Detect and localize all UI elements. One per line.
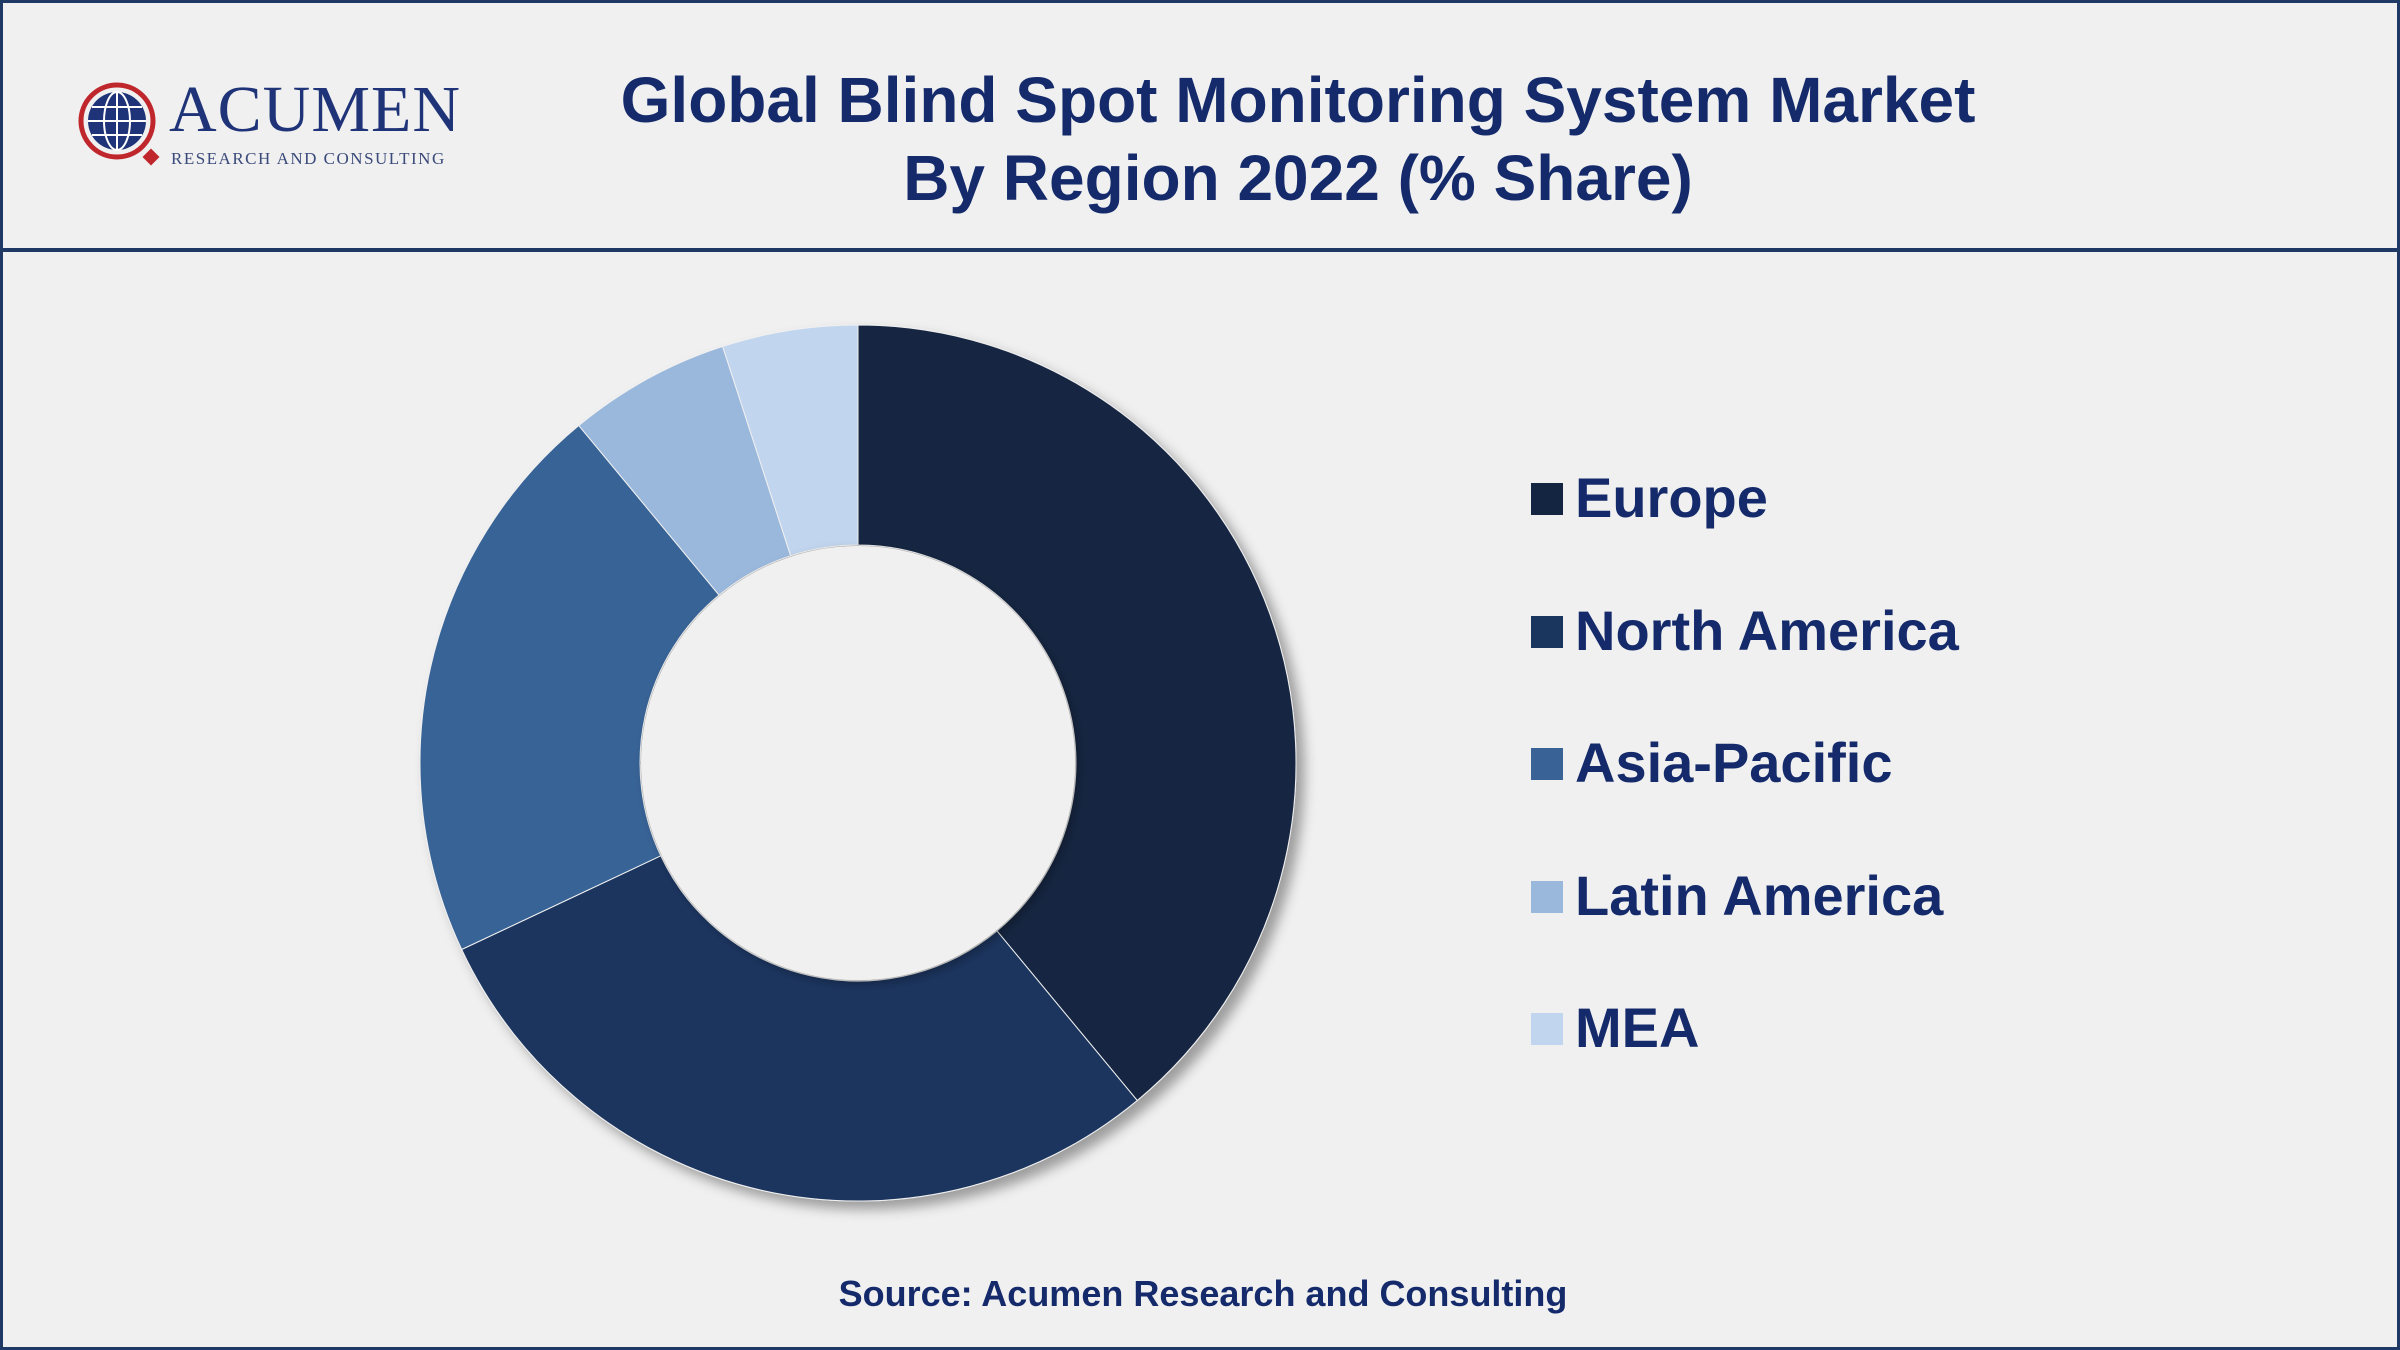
legend-label: Latin America	[1575, 863, 1944, 927]
logo-wordmark: ACUMEN	[169, 73, 462, 146]
donut-slice-mea	[722, 324, 859, 557]
legend-label: Europe	[1575, 466, 1768, 529]
logo-subtext: RESEARCH AND CONSULTING	[171, 149, 446, 168]
donut-chart	[419, 324, 1297, 1202]
legend-swatch	[1531, 615, 1563, 648]
chart-title-line-1: Global Blind Spot Monitoring System Mark…	[620, 64, 1976, 136]
donut-slice-europe	[857, 324, 1297, 1102]
globe-logo-icon	[78, 82, 160, 166]
donut-slice-asia-pacific	[419, 424, 720, 951]
donut-slices	[419, 324, 1297, 1202]
legend-swatch	[1531, 1013, 1563, 1045]
legend-swatch	[1531, 748, 1563, 780]
legend-label: North America	[1575, 598, 1959, 662]
donut-slice-north-america	[461, 855, 1138, 1202]
legend-label: Asia-Pacific	[1575, 731, 1893, 794]
chart-title-line-2: By Region 2022 (% Share)	[903, 142, 1693, 214]
donut-hole	[641, 546, 1075, 980]
chart-title: Global Blind Spot Monitoring System Mark…	[483, 61, 2113, 217]
header-bar: ACUMEN RESEARCH AND CONSULTING Global Bl…	[3, 3, 2397, 252]
legend-label: MEA	[1575, 996, 1700, 1059]
legend-swatch	[1531, 483, 1563, 515]
source-note: Source: Acumen Research and Consulting	[838, 1273, 1568, 1314]
legend-swatch	[1531, 880, 1563, 913]
company-logo: ACUMEN RESEARCH AND CONSULTING	[75, 77, 475, 177]
